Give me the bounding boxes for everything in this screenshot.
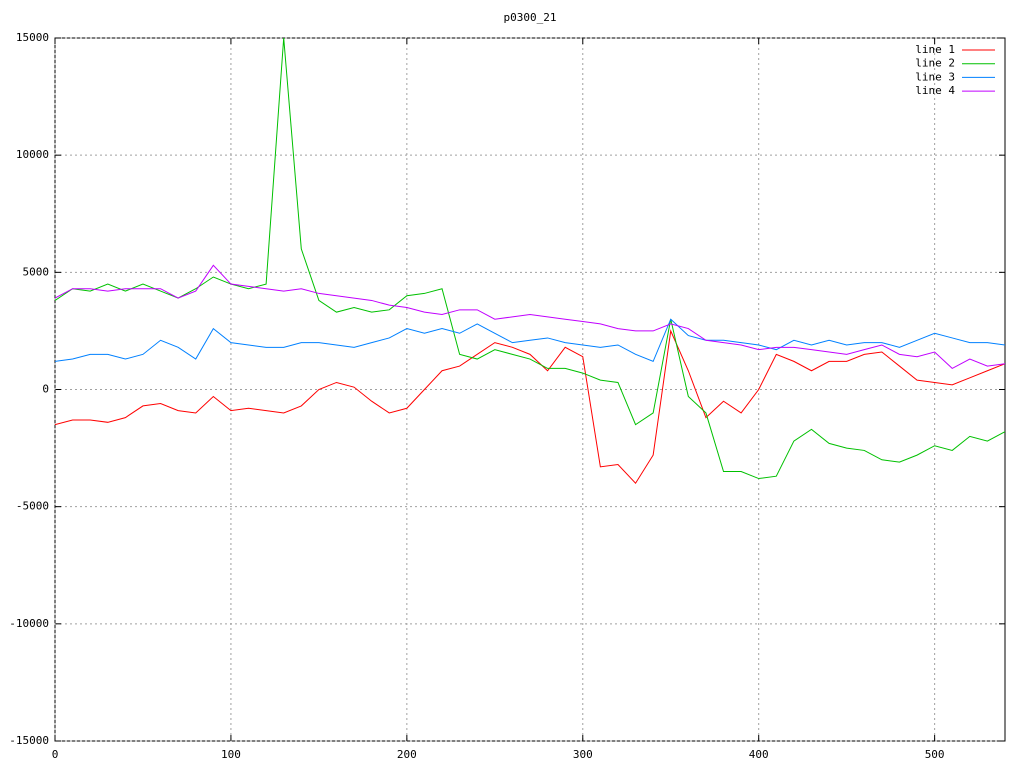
- y-tick-label: -10000: [9, 617, 49, 630]
- x-tick-label: 100: [221, 748, 241, 761]
- legend-label: line 1: [915, 43, 955, 56]
- x-tick-label: 400: [749, 748, 769, 761]
- legend-label: line 3: [915, 70, 955, 83]
- data-line: [55, 264, 1005, 370]
- chart-title: p0300_21: [504, 11, 557, 24]
- x-tick-label: 0: [52, 748, 59, 761]
- plot-area: [55, 38, 1005, 485]
- x-tick-label: 500: [925, 748, 945, 761]
- y-tick-label: -15000: [9, 734, 49, 747]
- y-tick-label: -5000: [16, 500, 49, 513]
- y-tick-label: 0: [42, 383, 49, 396]
- x-tick-label: 300: [573, 748, 593, 761]
- y-tick-label: 10000: [16, 148, 49, 161]
- data-line: [55, 329, 1005, 485]
- y-tick-label: 5000: [23, 265, 50, 278]
- x-tick-label: 200: [397, 748, 417, 761]
- legend-label: line 2: [915, 57, 955, 70]
- legend-label: line 4: [915, 84, 955, 97]
- data-line: [55, 38, 1005, 480]
- data-line: [55, 318, 1005, 363]
- y-tick-label: 15000: [16, 31, 49, 44]
